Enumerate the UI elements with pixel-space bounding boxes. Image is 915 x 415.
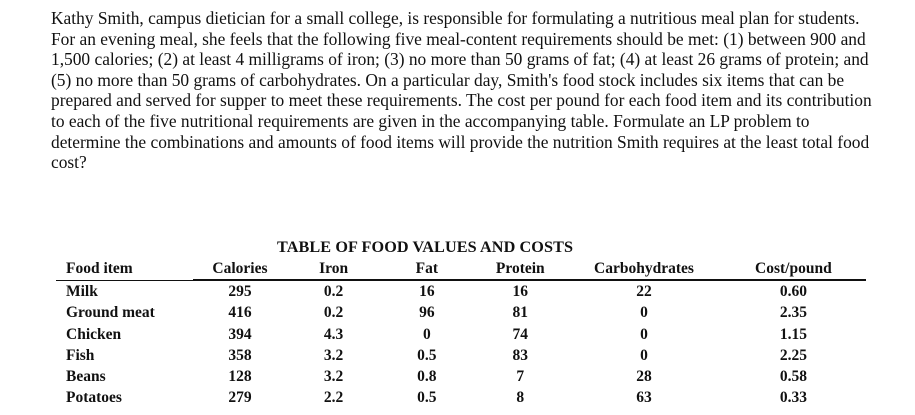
- cell-calories: 394: [228, 325, 252, 343]
- cell-cost: 0.58: [779, 368, 807, 386]
- cell-iron: 2.2: [323, 389, 344, 407]
- cell-protein: 74: [512, 325, 529, 343]
- cell-fat: 16: [419, 283, 435, 300]
- header-food-item: Food item: [56, 259, 193, 281]
- cell-protein: 7: [516, 368, 525, 386]
- cell-protein: 16: [512, 283, 529, 300]
- problem-statement: Kathy Smith, campus dietician for a smal…: [51, 8, 872, 173]
- cell-iron: 0.2: [323, 283, 344, 300]
- cell-cost: 1.15: [779, 325, 807, 343]
- cell-calories: 128: [228, 368, 252, 386]
- cell-calories: 279: [228, 389, 252, 407]
- table-row: Milk 295 0.2 16 16 22 0.60: [56, 280, 866, 302]
- header-fat: Fat: [380, 259, 474, 281]
- food-values-table: Food item Calories Iron Fat Protein Carb…: [56, 259, 866, 409]
- cell-fat: 0.8: [417, 368, 437, 386]
- cell-food-item: Milk: [66, 282, 98, 300]
- cell-iron: 3.2: [323, 346, 344, 364]
- cell-fat: 96: [419, 304, 435, 322]
- cell-iron: 3.2: [323, 368, 344, 386]
- cell-food-item: Fish: [66, 346, 95, 364]
- cell-cost: 2.35: [779, 304, 807, 322]
- cell-protein: 8: [516, 389, 525, 407]
- cell-food-item: Potatoes: [66, 389, 122, 407]
- table-header-row: Food item Calories Iron Fat Protein Carb…: [56, 259, 866, 281]
- cell-fat: 0.5: [417, 389, 437, 407]
- cell-food-item: Ground meat: [66, 304, 155, 322]
- cell-carbohydrates: 63: [636, 389, 652, 407]
- table-row: Chicken 394 4.3 0 74 0 1.15: [56, 324, 866, 345]
- cell-calories: 358: [228, 346, 252, 364]
- header-iron: Iron: [286, 259, 381, 281]
- cell-iron: 4.3: [323, 325, 344, 343]
- header-protein: Protein: [473, 259, 568, 281]
- table-title: TABLE OF FOOD VALUES AND COSTS: [277, 238, 574, 256]
- cell-calories: 416: [228, 304, 252, 322]
- cell-food-item: Beans: [66, 368, 106, 386]
- header-carbohydrates: Carbohydrates: [567, 259, 721, 281]
- cell-carbohydrates: 0: [640, 346, 648, 364]
- table-row: Ground meat 416 0.2 96 81 0 2.35: [56, 302, 866, 323]
- cell-iron: 0.2: [323, 304, 344, 322]
- cell-food-item: Chicken: [66, 325, 122, 343]
- header-cost-per-pound: Cost/pound: [720, 259, 866, 281]
- cell-fat: 0: [422, 325, 431, 343]
- cell-carbohydrates: 22: [636, 283, 652, 300]
- cell-carbohydrates: 28: [636, 368, 652, 386]
- cell-protein: 83: [512, 346, 529, 364]
- header-calories: Calories: [192, 259, 287, 281]
- cell-cost: 0.60: [779, 283, 807, 300]
- cell-carbohydrates: 0: [640, 304, 648, 322]
- cell-calories: 295: [228, 283, 252, 300]
- cell-cost: 2.25: [779, 346, 807, 364]
- cell-protein: 81: [512, 304, 529, 322]
- table-row: Beans 128 3.2 0.8 7 28 0.58: [56, 366, 866, 387]
- table-row: Potatoes 279 2.2 0.5 8 63 0.33: [56, 387, 866, 408]
- table-row: Fish 358 3.2 0.5 83 0 2.25: [56, 345, 866, 366]
- cell-fat: 0.5: [417, 346, 437, 364]
- cell-cost: 0.33: [779, 389, 807, 407]
- cell-carbohydrates: 0: [640, 325, 648, 343]
